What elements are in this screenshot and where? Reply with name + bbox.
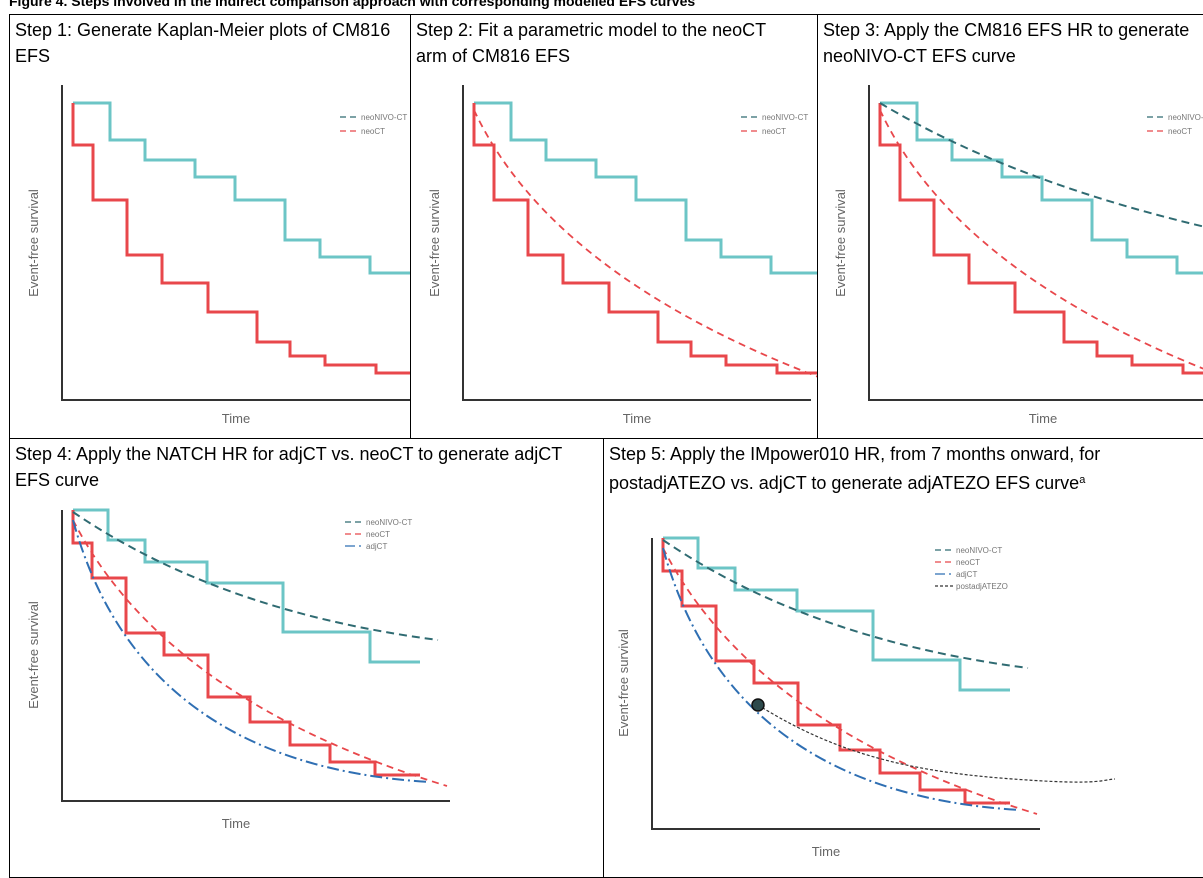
curve [472, 103, 817, 375]
transition-point [751, 698, 765, 712]
panel-title: Step 2: Fit a parametric model to the ne… [416, 20, 766, 66]
panel-chart: Event-free survival Time neoNIVO-CT neoCT [427, 85, 817, 426]
curve [474, 101, 817, 275]
legend-label: neoCT [1168, 127, 1192, 136]
title-text: Step 5: Apply the IMpower010 HR, from 7 … [609, 444, 1101, 493]
curve [72, 519, 448, 787]
panel-title: Step 5: Apply the IMpower010 HR, from 7 … [609, 441, 1189, 496]
curve [661, 538, 1010, 805]
curve [880, 101, 1203, 275]
legend-label: postadjATEZO [956, 582, 1008, 591]
x-axis-label: Time [623, 411, 651, 426]
chart-frame: Event-free survival Time neoNIVO-CT neoCT [26, 85, 410, 426]
curve [878, 103, 1203, 375]
legend-label: neoNIVO-CT [366, 518, 412, 527]
axes [61, 85, 410, 401]
curve [72, 511, 439, 641]
chart-frame: Event-free survival Time neoNIVO-CT neoCT ad… [26, 508, 450, 831]
panel-title: Step 1: Generate Kaplan-Meier plots of C… [15, 20, 391, 66]
curve [757, 704, 1116, 783]
x-axis-label: Time [222, 816, 250, 831]
legend-label: neoCT [762, 127, 786, 136]
legend-label: neoCT [361, 127, 385, 136]
legend-label: neoNIVO-CT [1168, 113, 1203, 122]
curve [71, 510, 420, 777]
legend-label: adjCT [366, 542, 387, 551]
curve [72, 519, 431, 783]
y-axis-label: Event-free survival [427, 189, 442, 297]
curve [879, 109, 1203, 370]
curve [879, 102, 1203, 228]
panel-chart: Event-free survival Time neoNIVO-CT neoCT [833, 85, 1203, 426]
curve [71, 103, 410, 375]
panel-cell: Step 5: Apply the IMpower010 HR, from 7 … [603, 438, 1203, 878]
legend-label: neoCT [956, 558, 980, 567]
curve [662, 547, 1021, 811]
x-axis-label: Time [222, 411, 250, 426]
axes [61, 510, 450, 802]
axes [462, 85, 811, 401]
y-axis-label: Event-free survival [616, 629, 631, 737]
y-axis-label: Event-free survival [833, 189, 848, 297]
y-axis-label: Event-free survival [26, 189, 41, 297]
curve [473, 109, 817, 378]
legend-label: neoNIVO-CT [956, 546, 1002, 555]
curve [662, 539, 1029, 669]
legend-label: neoNIVO-CT [361, 113, 407, 122]
legend-label: adjCT [956, 570, 977, 579]
chart-frame: Event-free survival Time neoNIVO-CT neoCT ad… [616, 536, 1116, 859]
x-axis-label: Time [812, 844, 840, 859]
chart-frame: Event-free survival Time neoNIVO-CT neoCT [833, 85, 1203, 426]
panel-title: Step 3: Apply the CM816 EFS HR to genera… [823, 20, 1190, 66]
footnote-marker: a [1079, 474, 1086, 486]
legend-label: neoCT [366, 530, 390, 539]
axes [868, 85, 1203, 401]
panel-chart: Event-free survival Time neoNIVO-CT neoCT [26, 85, 410, 426]
panel-chart: Event-free survival Time neoNIVO-CT neoCT ad… [616, 536, 1116, 859]
panel-title: Step 4: Apply the NATCH HR for adjCT vs.… [15, 444, 562, 490]
curve [73, 101, 410, 275]
panel-chart: Event-free survival Time neoNIVO-CT neoCT ad… [26, 508, 450, 831]
figure-caption: Figure 4. Steps involved in the indirect… [9, 0, 696, 9]
legend-label: neoNIVO-CT [762, 113, 808, 122]
axes [651, 538, 1040, 830]
y-axis-label: Event-free survival [26, 601, 41, 709]
chart-frame: Event-free survival Time neoNIVO-CT neoCT [427, 85, 817, 426]
x-axis-label: Time [1029, 411, 1057, 426]
